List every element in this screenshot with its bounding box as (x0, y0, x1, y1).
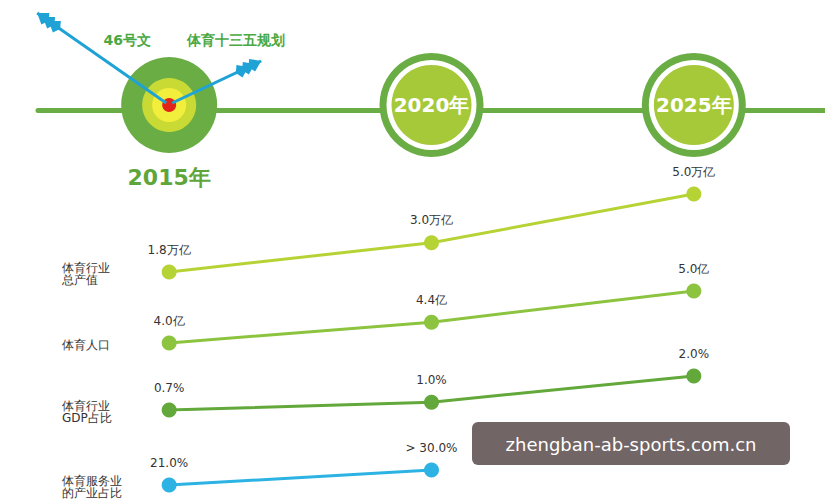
svg-text:体育人口: 体育人口 (62, 338, 110, 352)
svg-text:体育行业: 体育行业 (62, 399, 110, 413)
svg-text:体育服务业: 体育服务业 (62, 474, 122, 488)
svg-text:2.0%: 2.0% (679, 347, 710, 361)
svg-text:2015年: 2015年 (128, 165, 211, 190)
svg-text:21.0%: 21.0% (150, 456, 188, 470)
svg-text:zhengban-ab-sports.com.cn: zhengban-ab-sports.com.cn (506, 434, 757, 455)
svg-text:46号文: 46号文 (103, 32, 150, 48)
svg-text:4.0亿: 4.0亿 (154, 314, 185, 328)
svg-text:3.0万亿: 3.0万亿 (410, 213, 453, 227)
svg-text:的产业占比: 的产业占比 (62, 486, 122, 500)
svg-text:5.0亿: 5.0亿 (678, 262, 709, 276)
svg-text:1.0%: 1.0% (416, 373, 447, 387)
svg-text:4.4亿: 4.4亿 (416, 293, 447, 307)
svg-text:1.8万亿: 1.8万亿 (148, 243, 191, 257)
svg-text:2025年: 2025年 (656, 93, 732, 117)
svg-text:体育十三五规划: 体育十三五规划 (186, 32, 285, 48)
svg-text:5.0万亿: 5.0万亿 (672, 165, 715, 179)
svg-text:体育行业: 体育行业 (62, 261, 110, 275)
svg-text:总产值: 总产值 (61, 273, 98, 287)
svg-text:GDP占比: GDP占比 (62, 411, 112, 425)
svg-text:0.7%: 0.7% (154, 381, 185, 395)
svg-text:> 30.0%: > 30.0% (406, 441, 458, 455)
svg-text:2020年: 2020年 (394, 93, 470, 117)
